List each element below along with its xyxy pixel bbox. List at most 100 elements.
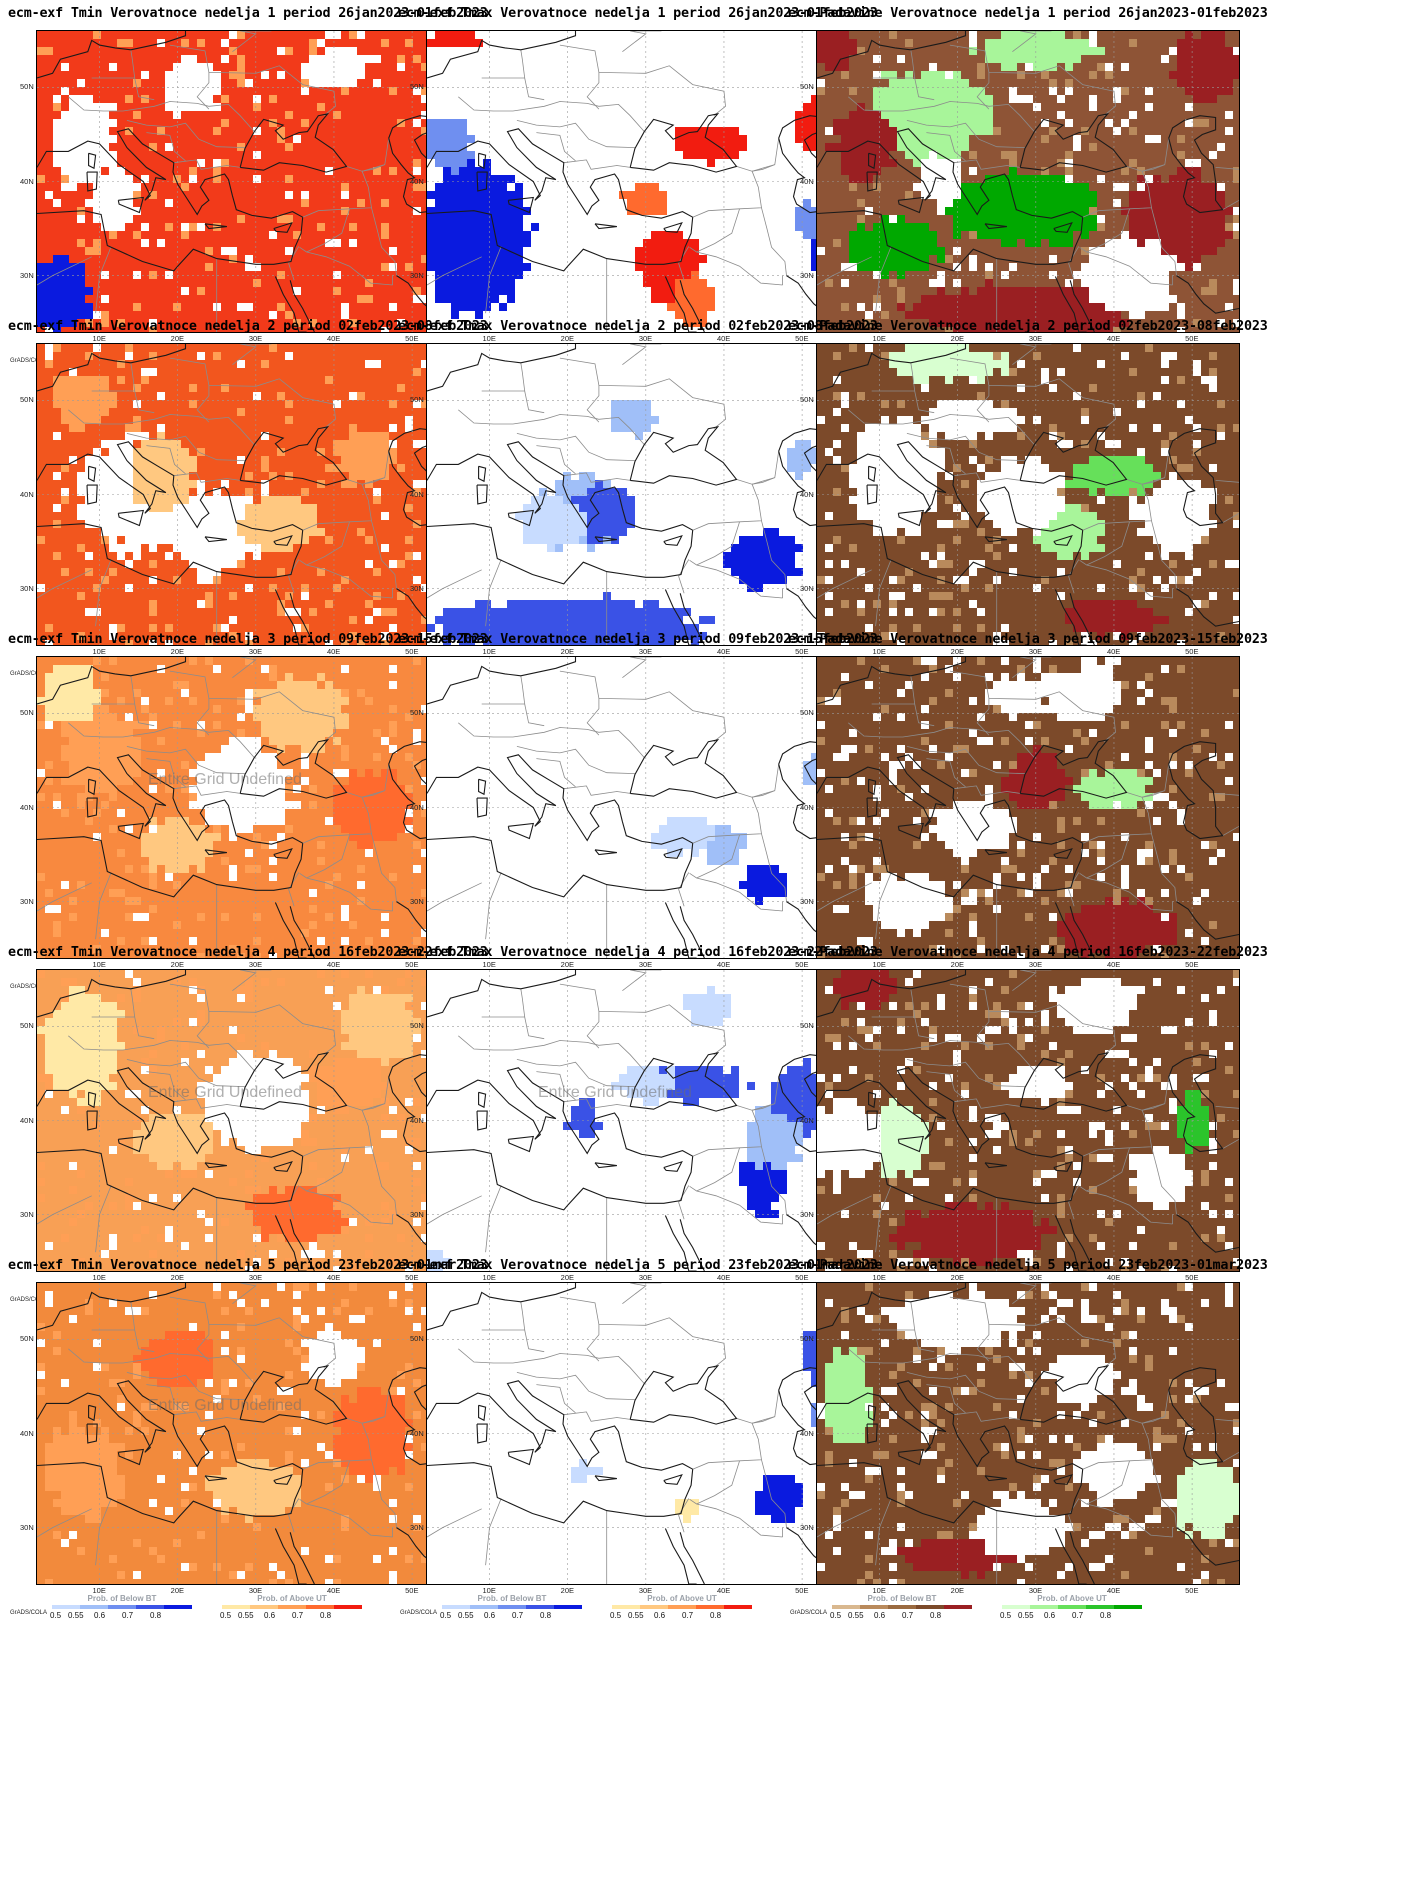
legend-colorbar [612, 1605, 752, 1609]
longitude-tick-label: 30E [248, 960, 263, 969]
probability-map [426, 969, 850, 1272]
coastlines [817, 344, 1239, 645]
longitude-tick-label: 30E [1028, 1273, 1043, 1282]
map-canvas [427, 657, 849, 958]
latitude-tick-label: 40N [20, 176, 34, 186]
grads-credit: GrADS/COLA [10, 984, 48, 990]
longitude-tick-label: 50E [405, 1273, 419, 1282]
map-canvas [817, 344, 1239, 645]
latitude-tick-label: 30N [410, 583, 424, 593]
longitude-tick-label: 40E [1106, 647, 1121, 656]
legend-level-label: 0.5 [1000, 1611, 1012, 1620]
latitude-tick-label: 30N [20, 270, 34, 280]
coastlines [427, 970, 849, 1271]
legend-level-label: 0.6 [94, 1611, 106, 1620]
map-canvas [427, 344, 849, 645]
probability-map [36, 1282, 460, 1585]
legend-swatch [470, 1605, 498, 1609]
longitude-tick-label: 20E [950, 1586, 965, 1595]
longitude-tick-label: 20E [950, 1273, 965, 1282]
map-canvas [817, 657, 1239, 958]
longitude-tick-label: 10E [482, 1586, 496, 1595]
probability-map [816, 969, 1240, 1272]
grads-credit: GrADS/COLA [790, 1610, 828, 1616]
legend-level-label: 0.7 [902, 1611, 914, 1620]
latitude-tick-label: 30N [410, 270, 424, 280]
latitude-tick-label: 50N [410, 1334, 424, 1344]
coastlines [817, 31, 1239, 332]
legend-title: Prob. of Above UT [1037, 1594, 1107, 1603]
latitude-tick-label: 30N [20, 1209, 34, 1219]
longitude-tick-label: 40E [716, 1273, 731, 1282]
latitude-tick-label: 50N [410, 395, 424, 405]
map-canvas [427, 970, 849, 1271]
longitude-tick-label: 30E [248, 334, 263, 343]
longitude-tick-label: 50E [405, 334, 419, 343]
longitude-tick-label: 20E [560, 647, 575, 656]
longitude-tick-label: 50E [795, 1273, 809, 1282]
legend-level-label: 0.8 [150, 1611, 162, 1620]
latitude-tick-label: 50N [800, 82, 814, 92]
longitude-tick-label: 10E [482, 334, 496, 343]
legend-swatch [724, 1605, 752, 1609]
longitude-tick-label: 50E [1185, 647, 1199, 656]
longitude-tick-label: 40E [716, 960, 731, 969]
longitude-tick-label: 30E [638, 1273, 653, 1282]
latitude-tick-label: 40N [800, 802, 814, 812]
legend-level-label: 0.6 [1044, 1611, 1056, 1620]
legend-colorbar [442, 1605, 582, 1609]
legend-above: Prob. of Above UT 0.5 0.55 0.6 0.7 0.8 [610, 1594, 752, 1622]
latitude-tick-label: 40N [20, 489, 34, 499]
legend-swatch [554, 1605, 582, 1609]
probability-cells [37, 970, 459, 1271]
legend-swatch [498, 1605, 526, 1609]
panel-title: ecm-exf Tmin Verovatnoce nedelja 5 perio… [8, 1258, 488, 1273]
panel-title: ecm-Padavine Verovatnoce nedelja 5 perio… [788, 1258, 1268, 1273]
legend-level-label: 0.5 [830, 1611, 842, 1620]
map-canvas [427, 31, 849, 332]
latitude-tick-label: 40N [800, 1115, 814, 1125]
panel-title: ecm-Padavine Verovatnoce nedelja 1 perio… [788, 6, 1268, 21]
longitude-tick-label: 10E [482, 960, 496, 969]
map-canvas [37, 344, 459, 645]
country-borders [817, 31, 1239, 332]
legend-level-label: 0.55 [1018, 1611, 1034, 1620]
latitude-tick-label: 40N [20, 1115, 34, 1125]
latitude-tick-label: 30N [800, 583, 814, 593]
longitude-tick-label: 50E [1185, 960, 1199, 969]
longitude-tick-label: 50E [1185, 1586, 1199, 1595]
graticule [427, 657, 849, 958]
graticule [817, 31, 1239, 332]
longitude-tick-label: 10E [872, 1273, 886, 1282]
longitude-tick-label: 30E [638, 960, 653, 969]
graticule [427, 344, 849, 645]
undefined-grid-watermark: Entire Grid Undefined [538, 1084, 692, 1101]
latitude-tick-label: 40N [410, 802, 424, 812]
legend-swatch [136, 1605, 164, 1609]
latitude-tick-label: 40N [410, 176, 424, 186]
longitude-tick-label: 40E [326, 647, 341, 656]
legend-swatch [222, 1605, 250, 1609]
longitude-tick-label: 10E [872, 647, 886, 656]
map-canvas [817, 1283, 1239, 1584]
longitude-tick-label: 40E [716, 334, 731, 343]
panel-title: ecm-exf Tmin Verovatnoce nedelja 4 perio… [8, 945, 488, 960]
probability-map [426, 343, 850, 646]
forecast-map-panel: ecm-exf Tmax Verovatnoce nedelja 5 perio… [398, 1252, 878, 1627]
legend-swatch [668, 1605, 696, 1609]
probability-map [426, 30, 850, 333]
graticule [427, 970, 849, 1271]
legend-below: Prob. of Below BT 0.5 0.55 0.6 0.7 0.8 [830, 1594, 972, 1622]
longitude-tick-label: 40E [326, 334, 341, 343]
probability-map [816, 343, 1240, 646]
legend-above: Prob. of Above UT 0.5 0.55 0.6 0.7 0.8 [220, 1594, 362, 1622]
longitude-tick-label: 20E [560, 960, 575, 969]
longitude-tick-label: 20E [950, 647, 965, 656]
longitude-tick-label: 50E [405, 1586, 419, 1595]
legend-colorbar [1002, 1605, 1142, 1609]
country-borders [37, 657, 459, 958]
longitude-tick-label: 30E [638, 334, 653, 343]
graticule [817, 970, 1239, 1271]
latitude-tick-label: 30N [410, 1522, 424, 1532]
coastlines [817, 970, 1239, 1271]
